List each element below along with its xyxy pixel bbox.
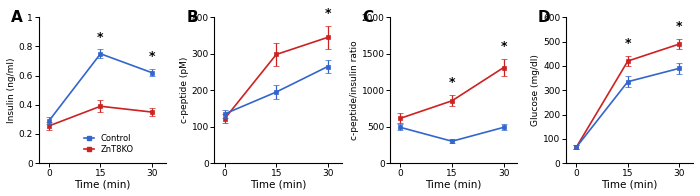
Y-axis label: Glucose (mg/dl): Glucose (mg/dl) [531,54,540,126]
Y-axis label: Insulin (ng/ml): Insulin (ng/ml) [7,57,16,123]
Text: *: * [449,76,455,90]
Text: *: * [624,37,631,50]
Text: B: B [186,10,198,25]
Text: *: * [97,31,104,44]
Text: A: A [10,10,22,25]
Legend: Control, ZnT8KO: Control, ZnT8KO [82,133,135,156]
X-axis label: Time (min): Time (min) [426,179,482,189]
Text: *: * [500,40,507,53]
X-axis label: Time (min): Time (min) [601,179,658,189]
X-axis label: Time (min): Time (min) [74,179,130,189]
X-axis label: Time (min): Time (min) [250,179,306,189]
Text: D: D [538,10,551,25]
Text: C: C [362,10,373,25]
Text: *: * [149,50,155,63]
Text: *: * [325,7,331,20]
Y-axis label: c-peptide/insulin ratio: c-peptide/insulin ratio [350,40,359,140]
Text: *: * [676,20,682,33]
Y-axis label: c-peptide (pM): c-peptide (pM) [180,57,189,123]
